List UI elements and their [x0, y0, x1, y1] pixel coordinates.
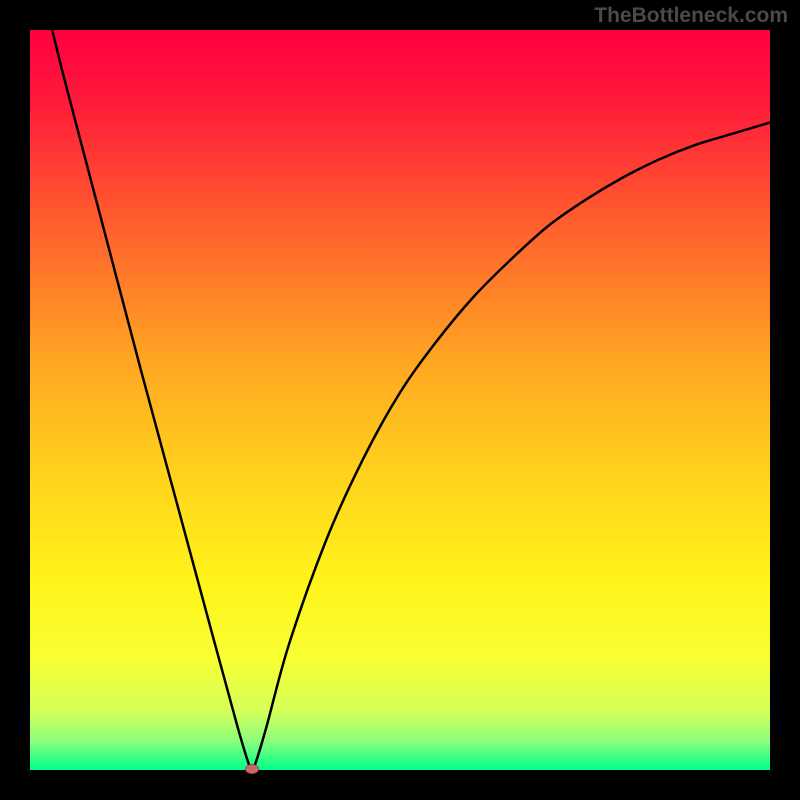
bottleneck-curve — [52, 30, 770, 769]
curve-overlay — [0, 0, 800, 800]
chart-container: { "watermark": { "text": "TheBottleneck.… — [0, 0, 800, 800]
watermark-text: TheBottleneck.com — [594, 4, 788, 28]
optimum-marker — [245, 764, 259, 774]
